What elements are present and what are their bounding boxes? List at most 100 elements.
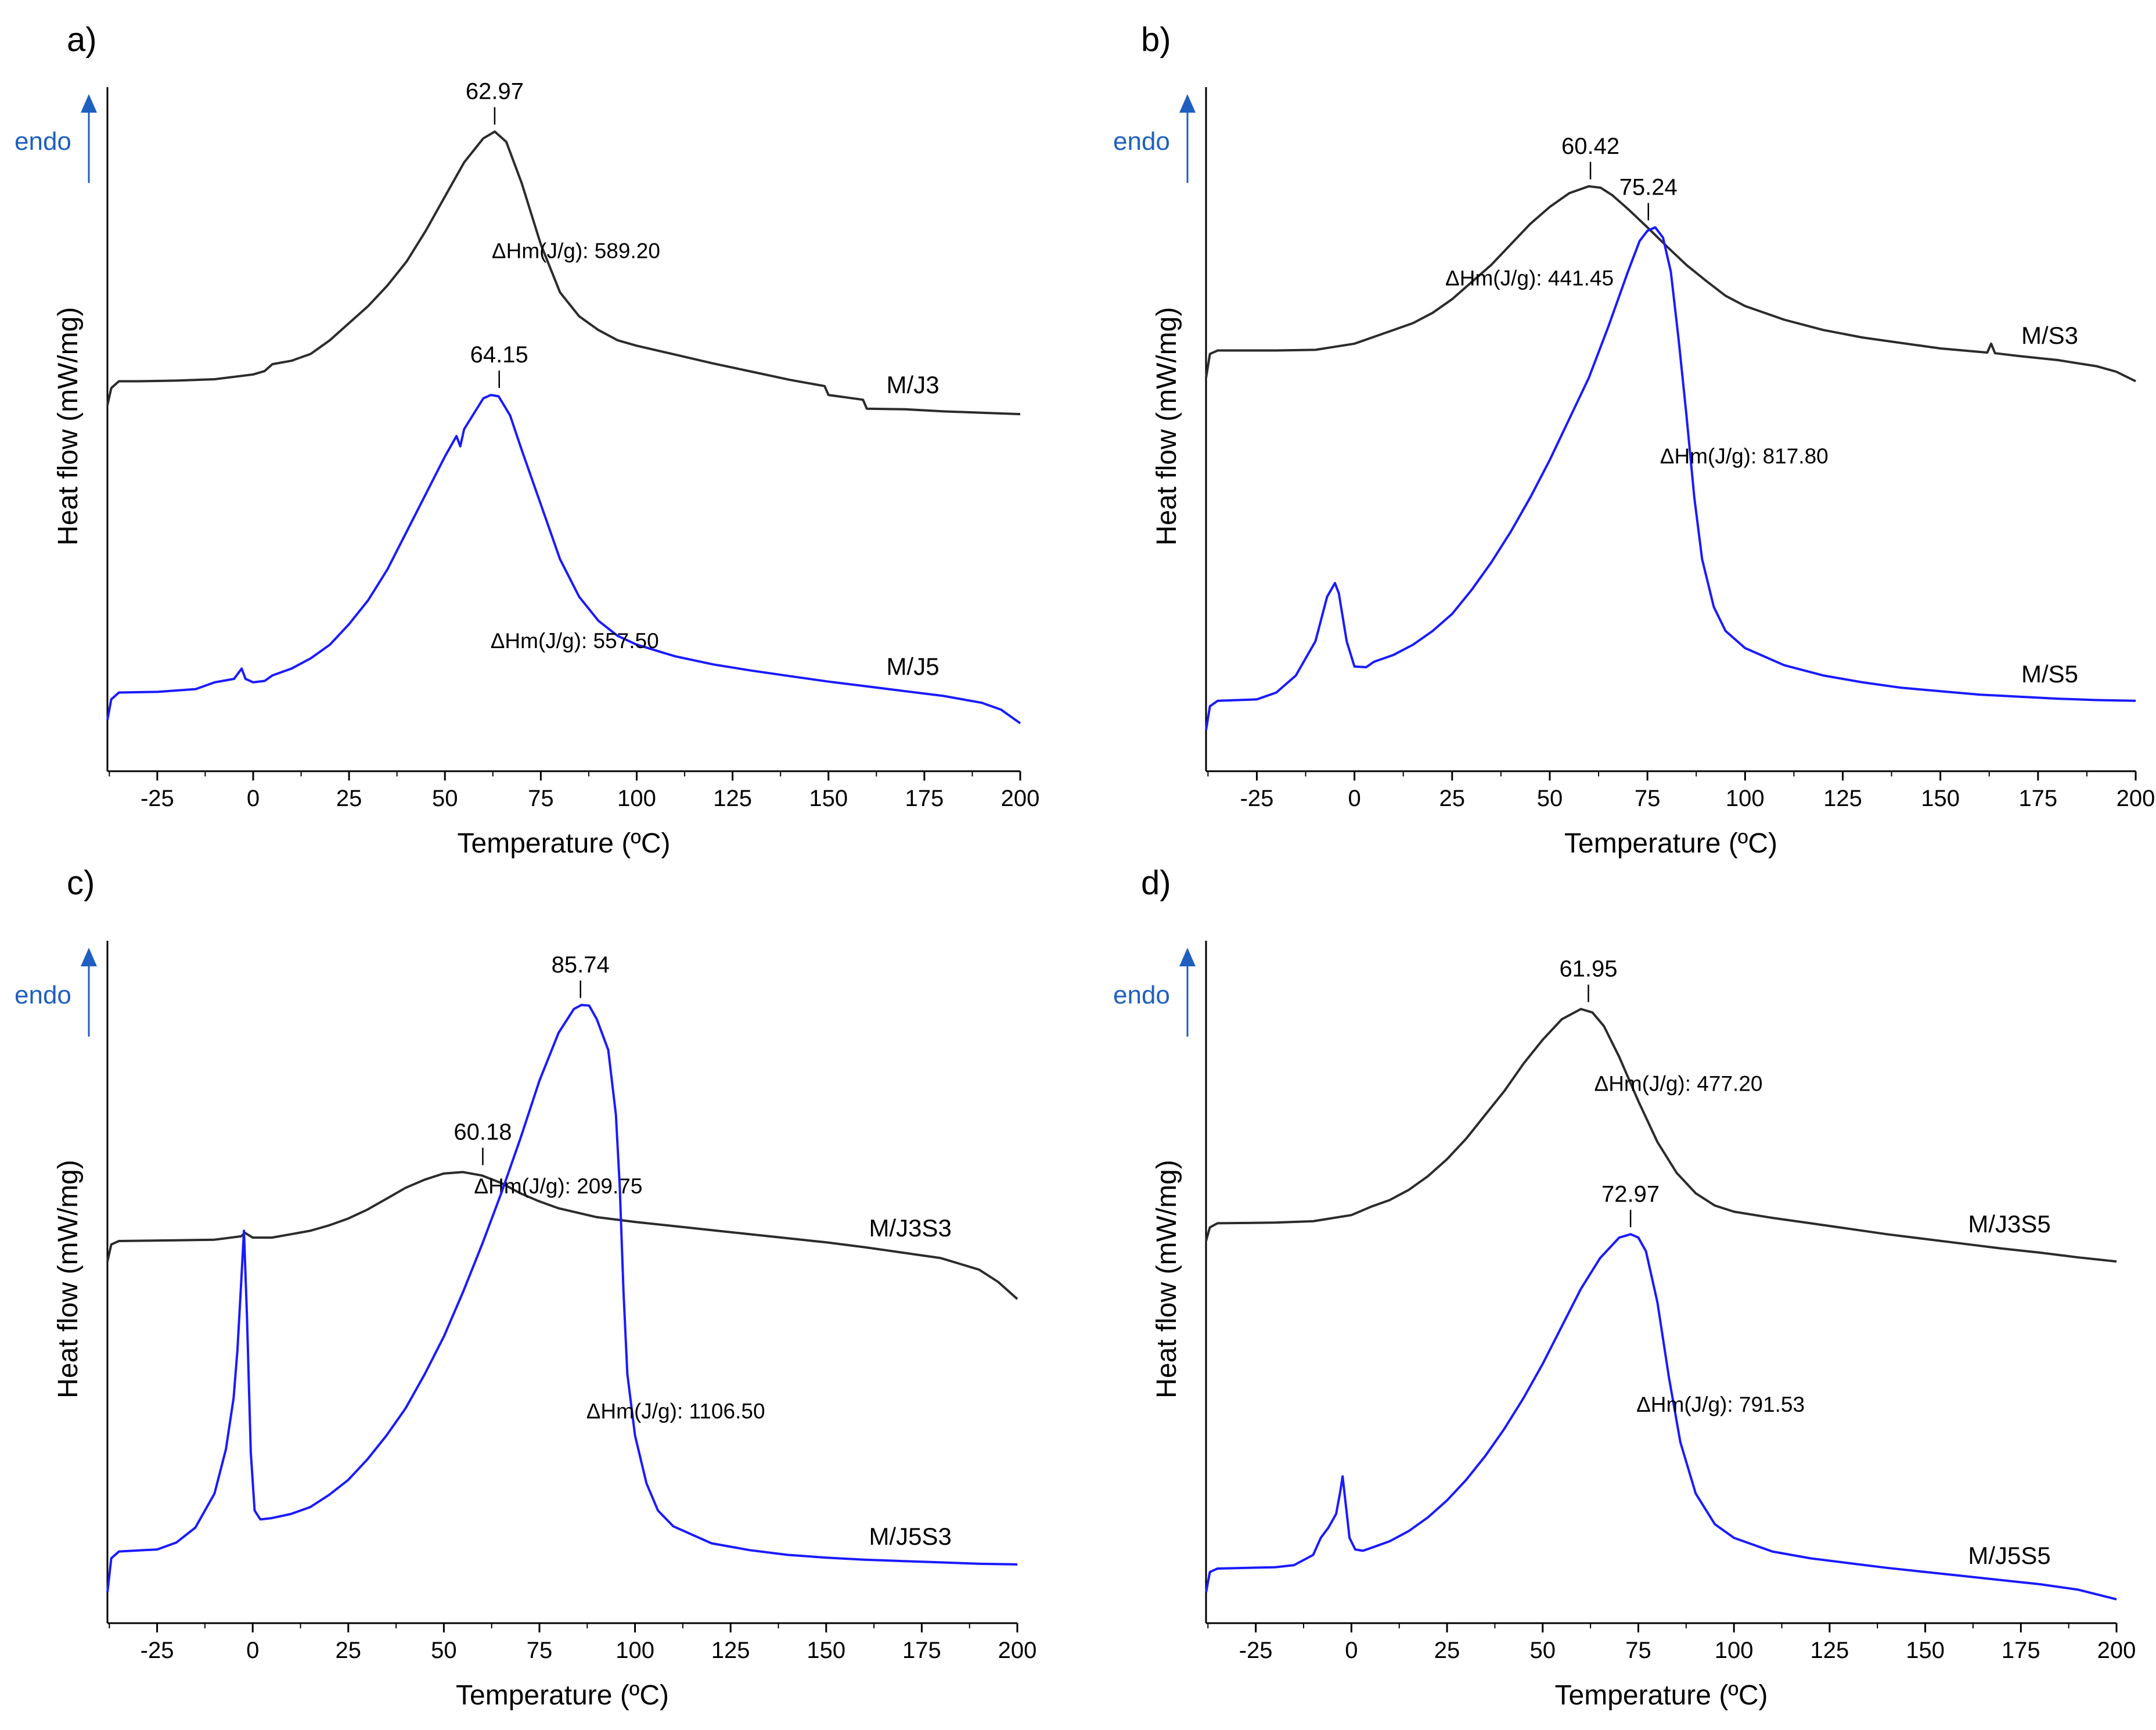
enthalpy-label: ΔHm(J/g): 1106.50 [586, 1400, 765, 1423]
x-tick-label: 0 [246, 1638, 259, 1663]
x-tick-label: 75 [527, 1638, 553, 1663]
x-tick-label: 100 [1726, 786, 1765, 811]
x-tick-label: 150 [1906, 1638, 1945, 1663]
x-tick-label: 50 [1530, 1638, 1556, 1663]
peak-label: 64.15 [470, 342, 528, 368]
x-tick-label: 125 [1823, 786, 1862, 811]
x-tick-label: -25 [141, 1638, 174, 1663]
series-name-label: M/J3S5 [1968, 1210, 2050, 1238]
x-tick-label: 150 [807, 1638, 845, 1663]
x-tick-label: 150 [809, 786, 848, 811]
y-axis-title: Heat flow (mW/mg) [53, 1160, 84, 1398]
enthalpy-label: ΔHm(J/g): 557.50 [491, 629, 659, 653]
series-M/S5: 75.24 ΔHm(J/g): 817.80 M/S5 [1205, 174, 2136, 731]
peak-label: 62.97 [466, 79, 524, 105]
peak-label: 61.95 [1559, 956, 1617, 982]
x-tick-label: 200 [998, 1638, 1037, 1663]
x-tick-label: 175 [905, 786, 944, 811]
series-name-label: M/S3 [2021, 322, 2078, 349]
series-line [106, 394, 1021, 725]
panel-label: c) [67, 864, 95, 902]
y-axis-title: Heat flow (mW/mg) [53, 307, 84, 546]
x-tick-label: -25 [1239, 1638, 1273, 1663]
series-name-label: M/J3 [887, 371, 940, 398]
series-M/J3S5: 61.95 ΔHm(J/g): 477.20 M/J3S5 [1205, 956, 2117, 1263]
x-tick-label: 50 [432, 786, 458, 811]
series-M/S3: 60.42 ΔHm(J/g): 441.45 M/S3 [1205, 134, 2136, 383]
peak-label: 60.42 [1561, 134, 1619, 159]
endo-label: endo [15, 127, 71, 156]
x-tick-label: 100 [1715, 1638, 1754, 1663]
x-axis-title: Temperature (ºC) [458, 828, 671, 859]
x-tick-label: 175 [902, 1638, 941, 1663]
x-tick-label: 175 [2002, 1638, 2040, 1663]
x-tick-label: 25 [1434, 1638, 1460, 1663]
series-line [1205, 226, 2136, 731]
series-name-label: M/S5 [2021, 660, 2078, 688]
y-axis-title: Heat flow (mW/mg) [1151, 1160, 1182, 1398]
peak-label: 72.97 [1601, 1181, 1660, 1207]
x-tick-label: 0 [1348, 786, 1360, 811]
series-M/J3S3: 60.18 ΔHm(J/g): 209.75 M/J3S3 [106, 1119, 1018, 1300]
enthalpy-label: ΔHm(J/g): 589.20 [492, 239, 660, 263]
series-line [1205, 1008, 2117, 1263]
x-tick-label: 0 [247, 786, 260, 811]
x-tick-label: 75 [1625, 1638, 1651, 1663]
x-tick-label: 200 [1001, 786, 1040, 811]
x-tick-label: 100 [616, 1638, 654, 1663]
series-name-label: M/J5S3 [869, 1523, 951, 1550]
x-axis-title: Temperature (ºC) [1555, 1680, 1768, 1711]
x-tick-label: 25 [1439, 786, 1466, 811]
series-line [1205, 185, 2136, 383]
series-M/J5S3: 85.74 ΔHm(J/g): 1106.50 M/J5S3 [106, 952, 1018, 1593]
panel-a: a) -25 0 25 50 75 100 125 150 175 200 Temperature (… [15, 21, 1039, 859]
enthalpy-label: ΔHm(J/g): 791.53 [1636, 1393, 1805, 1416]
series-M/J5S5: 72.97 ΔHm(J/g): 791.53 M/J5S5 [1205, 1181, 2117, 1600]
endo-arrow-icon [1179, 94, 1196, 113]
endo-arrow-icon [81, 948, 97, 966]
series-line [106, 1004, 1018, 1593]
x-tick-label: 75 [528, 786, 554, 811]
x-tick-label: 50 [1537, 786, 1563, 811]
x-axis-title: Temperature (ºC) [1564, 828, 1777, 859]
panel-b: b) -25 0 25 50 75 100 125 150 175 200 Temperature (… [1113, 21, 2155, 859]
panel-d: d) -25 0 25 50 75 100 125 150 175 200 Temperature (… [1113, 864, 2136, 1711]
x-tick-label: -25 [1240, 786, 1274, 811]
endo-arrow-icon [81, 94, 97, 113]
y-axis-title: Heat flow (mW/mg) [1151, 307, 1182, 546]
enthalpy-label: ΔHm(J/g): 477.20 [1594, 1072, 1762, 1096]
series-name-label: M/J3S3 [869, 1214, 951, 1242]
x-tick-label: 25 [336, 1638, 362, 1663]
x-tick-label: 175 [2018, 786, 2057, 811]
x-tick-label: 200 [2097, 1638, 2136, 1663]
enthalpy-label: ΔHm(J/g): 817.80 [1660, 444, 1829, 468]
endo-label: endo [1113, 127, 1170, 156]
endo-label: endo [15, 981, 71, 1009]
series-name-label: M/J5 [887, 653, 940, 680]
x-tick-label: 125 [1811, 1638, 1849, 1663]
panel-label: b) [1141, 21, 1171, 59]
x-tick-label: 200 [2117, 786, 2155, 811]
x-tick-label: 125 [711, 1638, 750, 1663]
panel-label: a) [67, 21, 97, 59]
x-axis-title: Temperature (ºC) [456, 1680, 669, 1711]
x-tick-label: 50 [431, 1638, 457, 1663]
x-tick-label: 100 [617, 786, 656, 811]
enthalpy-label: ΔHm(J/g): 209.75 [474, 1174, 642, 1198]
series-line [106, 130, 1021, 416]
series-M/J5: 64.15 ΔHm(J/g): 557.50 M/J5 [106, 342, 1021, 725]
x-tick-label: 125 [713, 786, 752, 811]
endo-label: endo [1113, 981, 1170, 1009]
series-M/J3: 62.97 ΔHm(J/g): 589.20 M/J3 [106, 79, 1021, 416]
enthalpy-label: ΔHm(J/g): 441.45 [1445, 267, 1614, 290]
x-tick-label: -25 [141, 786, 174, 811]
x-tick-label: 150 [1921, 786, 1960, 811]
panel-label: d) [1141, 864, 1171, 902]
peak-label: 60.18 [453, 1119, 512, 1145]
endo-arrow-icon [1179, 948, 1196, 966]
peak-label: 75.24 [1619, 174, 1678, 200]
peak-label: 85.74 [552, 952, 610, 977]
x-tick-label: 0 [1345, 1638, 1358, 1663]
x-tick-label: 75 [1635, 786, 1661, 811]
